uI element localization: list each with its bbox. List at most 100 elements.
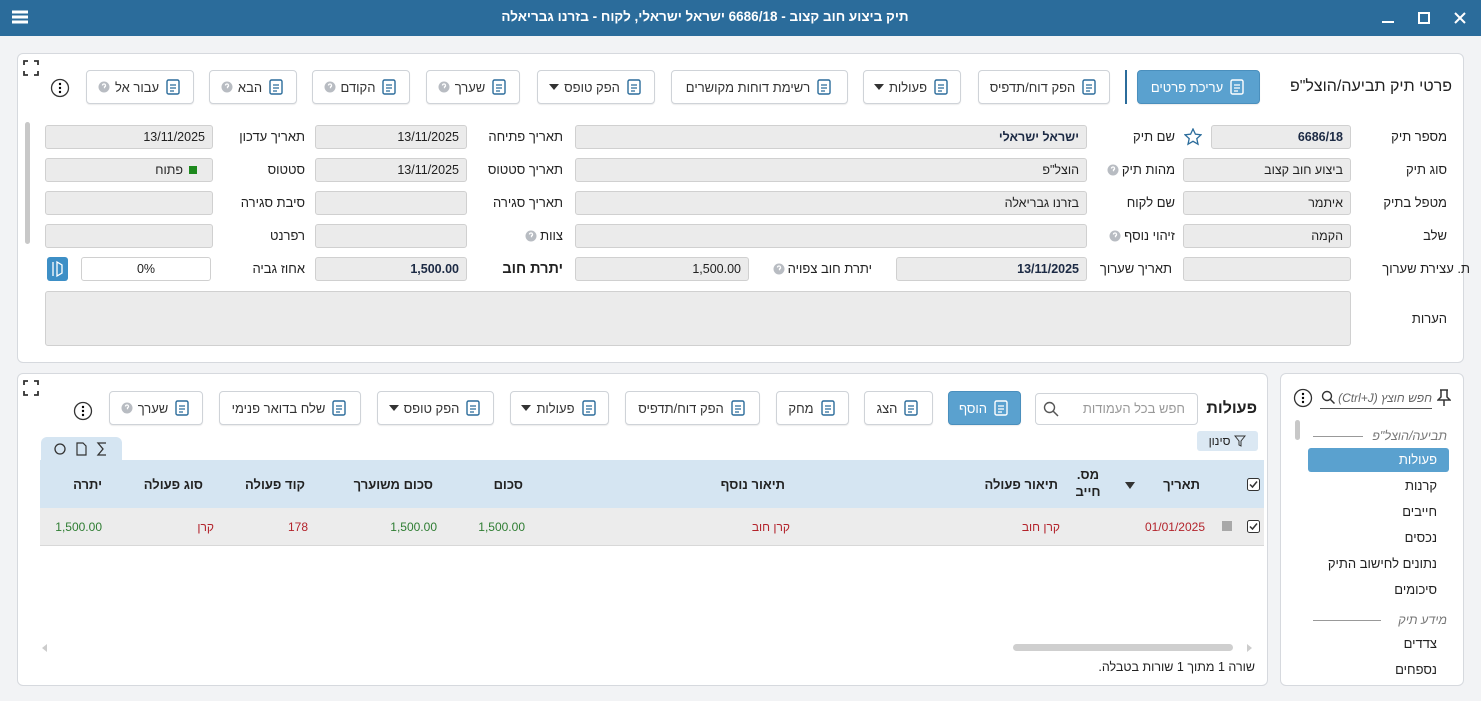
- toolbar-button[interactable]: הפק טופס: [537, 70, 655, 104]
- toolbar-button[interactable]: הצג: [864, 391, 933, 425]
- toolbar-button[interactable]: רשימת דוחות מקושרים: [671, 70, 848, 104]
- table-cell: קרן חוב: [751, 520, 790, 534]
- filter-chip[interactable]: סינון: [1197, 431, 1258, 451]
- button-icon: [166, 79, 180, 95]
- nav-item[interactable]: קרנות: [1404, 478, 1437, 493]
- table-cell: 1,500.00: [55, 520, 102, 534]
- field-input: 13/11/2025: [45, 125, 213, 149]
- field-input: הקמה: [1183, 224, 1351, 248]
- toolbar-button[interactable]: עבור אל: [86, 70, 194, 104]
- nav-item[interactable]: נספחים: [1395, 662, 1437, 677]
- section-rule: [1313, 436, 1363, 437]
- button-label: שלח בדואר פנימי: [231, 400, 326, 416]
- nav-item[interactable]: נתונים לחישוב התיק: [1327, 556, 1437, 571]
- toolbar-button[interactable]: הפק טופס: [377, 391, 494, 425]
- field-label: תאריך סגירה: [493, 194, 563, 212]
- field-input: 6686/18: [1211, 125, 1351, 149]
- help-icon: [1107, 164, 1119, 176]
- field-input: ביצוע חוב קצוב: [1183, 158, 1351, 182]
- status-indicator: [189, 166, 197, 174]
- search-placeholder: חפש בכל העמודות: [1082, 401, 1185, 416]
- button-icon: [581, 400, 596, 416]
- toolbar-button[interactable]: הפק דוח/תדפיס: [978, 70, 1110, 104]
- expand-icon: [23, 380, 39, 396]
- toolbar-button[interactable]: פעולות: [510, 391, 609, 425]
- sidebar-scroll: [1295, 420, 1300, 440]
- panel-title: פרטי תיק תביעה/הוצל"פ: [1289, 78, 1452, 95]
- collection-icon: [47, 257, 68, 281]
- nav-item[interactable]: חייבים: [1402, 504, 1437, 519]
- field-input: איתמר: [1183, 191, 1351, 215]
- field-label: שלב: [1423, 227, 1447, 245]
- app-icon: [12, 10, 28, 24]
- button-icon: [817, 79, 831, 95]
- window-controls[interactable]: [1378, 8, 1474, 28]
- nav-item[interactable]: סיכומים: [1394, 582, 1437, 597]
- toolbar-button[interactable]: שערך: [426, 70, 520, 104]
- column-header: תאריך: [1163, 477, 1200, 492]
- dropdown-arrow: [388, 405, 399, 411]
- button-icon: [904, 400, 919, 416]
- label-text: סיבת סגירה: [240, 195, 305, 210]
- column-header: מס. חייב: [1075, 467, 1101, 499]
- panel-title: פעולות: [1206, 400, 1257, 417]
- field-value: הקמה: [1311, 229, 1343, 243]
- table-row: [40, 508, 1264, 546]
- field-label: רפרנט: [270, 227, 305, 245]
- button-label: רשימת דוחות מקושרים: [685, 79, 811, 95]
- toolbar-button[interactable]: פעולות: [863, 70, 961, 104]
- label-text: תאריך שערוך: [1099, 261, 1172, 276]
- field-label: סוג תיק: [1406, 161, 1447, 179]
- field-value: 13/11/2025: [1017, 262, 1079, 276]
- search-box[interactable]: חפש בכל העמודות: [1035, 393, 1198, 425]
- sidebar-panel: [1280, 373, 1464, 686]
- field-value: 13/11/2025: [143, 130, 205, 144]
- toolbar-button[interactable]: הבא: [209, 70, 297, 104]
- button-label: הבא: [237, 79, 263, 95]
- section-title: מידע תיק: [1398, 613, 1447, 627]
- field-label: צוות: [525, 227, 563, 245]
- field-input: 1,500.00: [575, 257, 749, 281]
- field-input: [315, 191, 467, 215]
- search-icon: [1043, 401, 1059, 417]
- toolbar-button[interactable]: שערך: [109, 391, 203, 425]
- nav-item[interactable]: פעולות: [1398, 452, 1437, 467]
- scrollbar: [25, 122, 30, 244]
- toolbar-button[interactable]: שלח בדואר פנימי: [219, 391, 361, 425]
- dropdown-arrow: [521, 405, 532, 411]
- button-icon: [269, 79, 283, 95]
- nav-item[interactable]: צדדים: [1403, 636, 1437, 651]
- field-value: ישראל ישראלי: [998, 130, 1079, 144]
- toolbar-button[interactable]: הוסף: [948, 391, 1021, 425]
- field-input: [575, 224, 1087, 248]
- field-value: 0%: [136, 262, 156, 276]
- button-label: שערך: [137, 400, 169, 416]
- help-icon: [773, 263, 785, 275]
- toolbar-button[interactable]: הקודם: [312, 70, 410, 104]
- field-value: פתוח: [155, 163, 183, 177]
- field-label: אחוז גביה: [252, 260, 305, 278]
- field-value: הוצל"פ: [1042, 163, 1079, 177]
- label-text: שם לקוח: [1126, 195, 1175, 210]
- column-header: יתרה: [73, 477, 102, 492]
- button-icon: [332, 400, 347, 416]
- nav-item[interactable]: נכסים: [1404, 530, 1437, 545]
- button-label: פעולות: [536, 400, 575, 416]
- pin-icon: [1437, 389, 1451, 406]
- toolbar-button[interactable]: עריכת פרטים: [1137, 70, 1260, 104]
- window-title: תיק ביצוע חוב קצוב - 6686/18 ישראל ישראל…: [501, 9, 909, 24]
- dropdown-arrow: [873, 84, 884, 90]
- table-tools: [54, 442, 106, 456]
- label-text: יתרת חוב: [502, 261, 563, 277]
- column-header: תיאור נוסף: [720, 477, 785, 492]
- label-text: תאריך סגירה: [493, 195, 563, 210]
- button-label: הפק טופס: [564, 79, 620, 95]
- button-label: הקודם: [340, 79, 376, 95]
- toolbar-button[interactable]: מחק: [776, 391, 849, 425]
- help-icon: [438, 81, 450, 93]
- table-cell: קרן חוב: [1021, 520, 1060, 534]
- favorite-star: [1184, 128, 1202, 146]
- label-text: מספר תיק: [1391, 129, 1447, 144]
- field-input: [45, 224, 213, 248]
- toolbar-button[interactable]: הפק דוח/תדפיס: [625, 391, 760, 425]
